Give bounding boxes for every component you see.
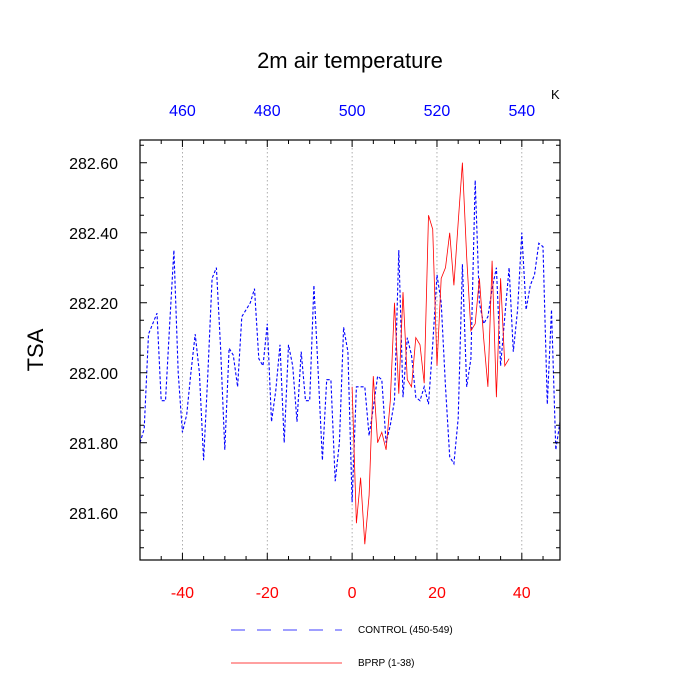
series-line-bprp bbox=[351, 162, 510, 545]
y-axis-label: TSA bbox=[23, 328, 48, 371]
legend-label-control: CONTROL (450-549) bbox=[358, 625, 453, 636]
top-axis-unit: K bbox=[551, 87, 560, 102]
top-tick-label-3: 520 bbox=[424, 103, 451, 120]
plot-frame bbox=[139, 139, 561, 561]
left-tick-label-5: 281.60 bbox=[69, 506, 118, 523]
bottom-tick-label-0: -40 bbox=[171, 585, 194, 602]
series-line-control bbox=[139, 180, 561, 503]
legend-label-bprp: BPRP (1-38) bbox=[358, 658, 415, 669]
series-layer bbox=[139, 162, 561, 545]
chart-title: 2m air temperature bbox=[257, 48, 443, 73]
bottom-tick-label-4: 40 bbox=[513, 585, 531, 602]
tick-labels: -40 -20 0 20 40 460 480 500 520 540 282.60 282.40 28… bbox=[69, 103, 535, 602]
bottom-tick-label-1: -20 bbox=[256, 585, 279, 602]
left-tick-label-0: 282.60 bbox=[69, 156, 118, 173]
left-tick-label-4: 281.80 bbox=[69, 436, 118, 453]
axis-ticks bbox=[139, 140, 560, 560]
bottom-tick-label-3: 20 bbox=[428, 585, 446, 602]
legend: CONTROL (450-549) BPRP (1-38) bbox=[231, 625, 453, 669]
bottom-tick-label-2: 0 bbox=[348, 585, 357, 602]
top-tick-label-1: 480 bbox=[254, 103, 281, 120]
left-tick-label-2: 282.20 bbox=[69, 296, 118, 313]
left-tick-label-3: 282.00 bbox=[69, 366, 118, 383]
top-tick-label-4: 540 bbox=[508, 103, 535, 120]
top-tick-label-2: 500 bbox=[339, 103, 366, 120]
top-tick-label-0: 460 bbox=[169, 103, 196, 120]
left-tick-label-1: 282.40 bbox=[69, 226, 118, 243]
